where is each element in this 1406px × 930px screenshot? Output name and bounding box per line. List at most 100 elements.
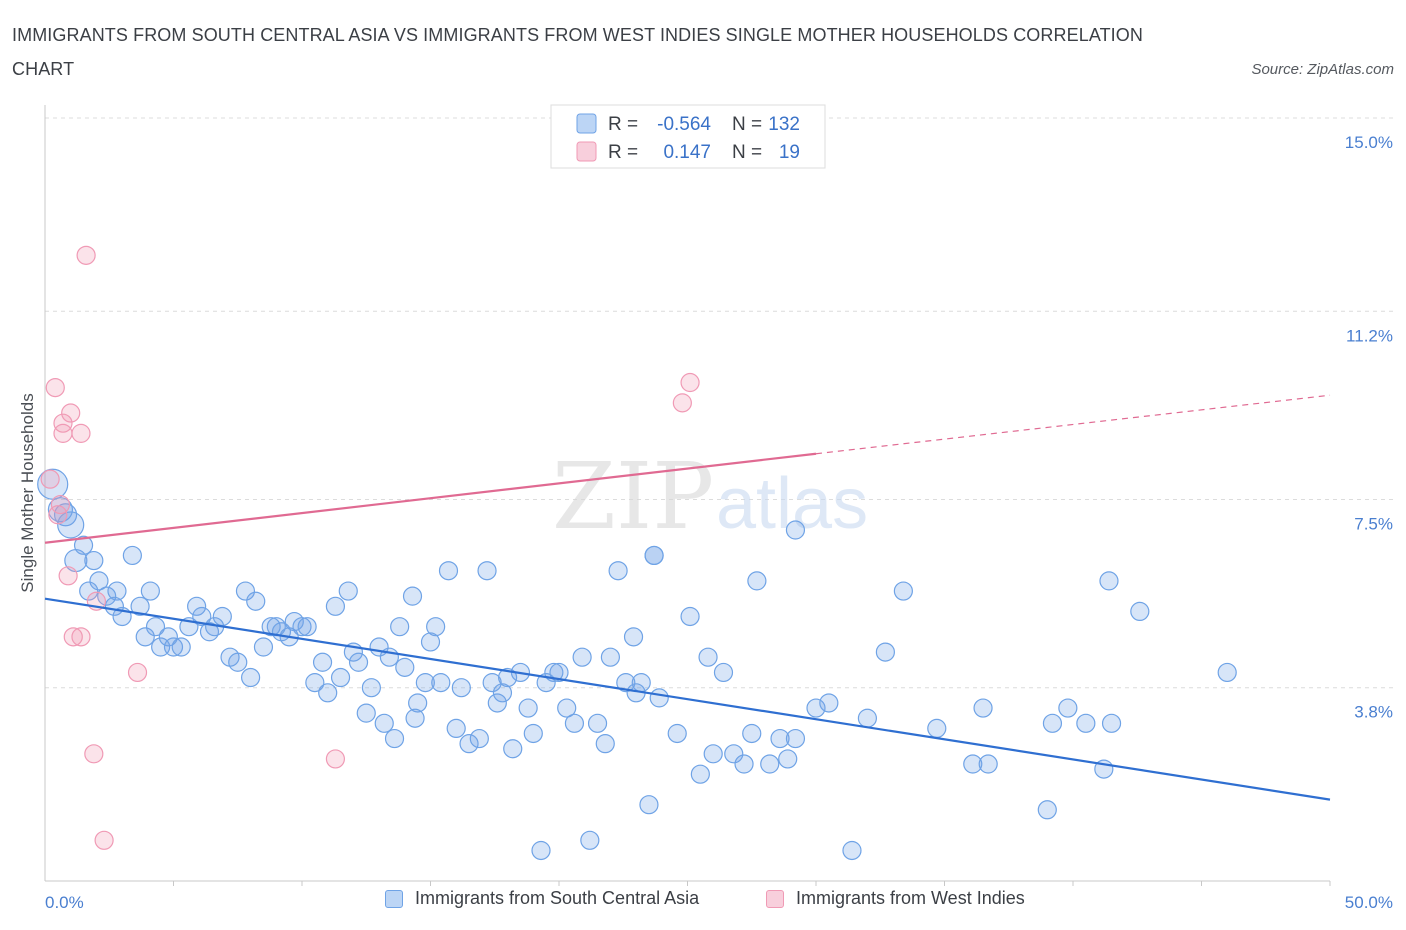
point-wi-10 <box>76 245 96 265</box>
legend-swatch-pink <box>576 141 597 162</box>
watermark: ZIP atlas <box>552 443 868 550</box>
point-sca-9 <box>79 581 99 601</box>
point-sca-55 <box>390 617 410 637</box>
point-sca-61 <box>426 617 446 637</box>
point-sca-15 <box>135 627 155 647</box>
point-sca-104 <box>747 571 767 591</box>
point-sca-3 <box>57 511 85 539</box>
point-sca-60 <box>420 632 441 652</box>
legend-item-south-central-asia: Immigrants from South Central Asia <box>385 888 699 909</box>
point-wi-6 <box>61 403 81 423</box>
legend-swatch-south-central-asia <box>385 889 403 908</box>
point-sca-33 <box>253 637 274 657</box>
point-wi-14 <box>127 662 148 683</box>
legend-r-label-blue: R = <box>608 114 638 135</box>
point-sca-81 <box>557 698 577 718</box>
point-sca-24 <box>192 606 212 627</box>
point-sca-21 <box>171 637 191 657</box>
point-sca-29 <box>228 652 248 672</box>
point-sca-88 <box>608 561 628 581</box>
point-sca-43 <box>318 683 338 703</box>
point-sca-2 <box>53 503 78 527</box>
tick-labels: 3.8% 7.5% 11.2% 15.0% 0.0% 50.0% <box>45 133 1393 912</box>
point-wi-0 <box>40 469 60 489</box>
chart-title: IMMIGRANTS FROM SOUTH CENTRAL ASIA VS IM… <box>12 25 1143 79</box>
legend-label-west-indies: Immigrants from West Indies <box>796 888 1025 908</box>
point-wi-18 <box>48 505 68 525</box>
legend-n-value-blue: 132 <box>768 114 800 135</box>
point-sca-125 <box>1101 713 1122 733</box>
point-sca-86 <box>595 734 615 754</box>
point-sca-121 <box>1058 698 1078 718</box>
point-sca-48 <box>348 652 369 672</box>
point-sca-34 <box>261 617 281 637</box>
point-sca-54 <box>384 728 405 749</box>
point-sca-129 <box>785 520 806 540</box>
point-wi-13 <box>94 830 114 850</box>
point-sca-41 <box>305 673 325 693</box>
point-sca-23 <box>187 596 207 616</box>
point-sca-75 <box>518 698 538 718</box>
point-sca-114 <box>893 581 913 601</box>
point-sca-14 <box>130 596 150 616</box>
point-sca-97 <box>690 764 710 784</box>
point-wi-5 <box>58 566 78 586</box>
point-sca-69 <box>482 673 502 693</box>
point-sca-99 <box>703 744 723 764</box>
legend-r-value-blue: -0.564 <box>657 114 711 135</box>
x-tick-label-1: 50.0% <box>1345 893 1393 912</box>
y-tick-label-3: 15.0% <box>1345 133 1393 152</box>
point-sca-84 <box>580 830 600 850</box>
point-sca-117 <box>978 754 998 774</box>
point-sca-67 <box>469 728 489 749</box>
y-tick-label-0: 3.8% <box>1354 703 1393 722</box>
point-sca-19 <box>158 627 178 647</box>
point-sca-103 <box>742 723 762 744</box>
point-sca-120 <box>1037 800 1057 820</box>
point-sca-105 <box>760 754 780 774</box>
point-sca-46 <box>338 581 358 601</box>
point-sca-128 <box>644 545 664 566</box>
point-sca-92 <box>639 795 659 815</box>
trend-line-west-indies-extension <box>815 394 1331 455</box>
point-sca-65 <box>451 678 471 698</box>
point-sca-106 <box>770 728 790 749</box>
point-sca-31 <box>241 667 261 688</box>
point-sca-119 <box>1042 713 1063 733</box>
point-sca-102 <box>734 754 754 774</box>
point-sca-122 <box>1076 713 1096 733</box>
legend-label-south-central-asia: Immigrants from South Central Asia <box>415 888 700 908</box>
point-sca-27 <box>212 606 232 627</box>
point-wi-16 <box>672 393 692 413</box>
y-tick-label-2: 11.2% <box>1346 326 1393 345</box>
point-sca-85 <box>587 713 608 733</box>
point-sca-116 <box>963 754 983 774</box>
legend-swatch-blue <box>576 113 597 134</box>
point-sca-111 <box>842 840 862 861</box>
point-sca-77 <box>531 840 551 861</box>
series-west-indies <box>40 245 700 850</box>
point-sca-130 <box>405 708 425 728</box>
point-sca-64 <box>446 718 466 739</box>
trend-lines <box>44 394 1331 801</box>
axes <box>44 105 1331 886</box>
point-sca-94 <box>649 688 669 708</box>
point-wi-9 <box>71 627 91 647</box>
point-sca-57 <box>402 586 423 606</box>
point-sca-80 <box>549 662 569 683</box>
point-sca-42 <box>312 652 333 672</box>
point-sca-126 <box>1130 601 1150 622</box>
point-wi-1 <box>45 377 65 398</box>
point-sca-82 <box>564 713 585 733</box>
point-sca-5 <box>73 535 94 555</box>
point-sca-113 <box>875 642 895 662</box>
point-wi-11 <box>84 744 104 764</box>
point-sca-39 <box>292 617 312 637</box>
point-sca-68 <box>477 561 497 581</box>
legend-r-value-pink: 0.147 <box>663 142 711 163</box>
trend-line-west-indies <box>44 452 817 544</box>
point-sca-90 <box>623 627 644 647</box>
point-sca-109 <box>806 698 826 718</box>
point-sca-95 <box>667 723 687 744</box>
